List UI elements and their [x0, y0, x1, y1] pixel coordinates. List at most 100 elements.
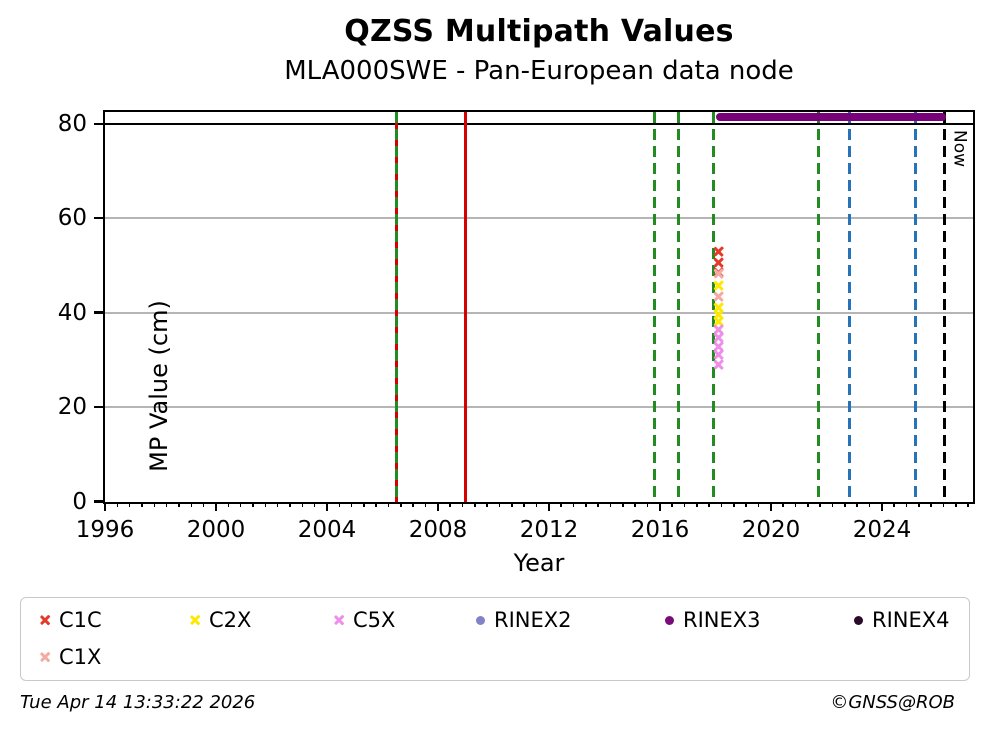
x-tick-label-1996: 1996 — [75, 516, 135, 543]
dot-marker-icon — [665, 615, 674, 625]
x-minor-tick — [153, 501, 156, 507]
legend-label: C5X — [353, 608, 396, 632]
x-marker-icon — [39, 652, 50, 663]
legend-item-C5X: C5X — [333, 607, 395, 633]
x-minor-tick — [585, 501, 587, 507]
data-point-C1X — [713, 268, 724, 279]
timestamp: Tue Apr 14 13:33:22 2026 — [20, 692, 256, 713]
x-minor-tick — [794, 501, 797, 507]
x-tick-2004 — [325, 501, 329, 511]
x-minor-tick — [634, 501, 637, 507]
x-tick-2020 — [769, 501, 773, 511]
legend-item-RINEX3: RINEX3 — [665, 607, 761, 633]
legend-item-RINEX4: RINEX4 — [854, 607, 950, 633]
legend: C1C C2X C5X RINEX2 RINEX3 RINEX4 C1X — [20, 597, 970, 681]
y-tick-label-80: 80 — [57, 110, 87, 137]
dot-marker-icon — [854, 615, 863, 625]
x-tick-2000 — [214, 501, 218, 511]
x-tick-1996 — [103, 501, 107, 511]
x-tick-2016 — [658, 501, 662, 511]
x-minor-tick — [918, 501, 920, 507]
legend-item-C2X: C2X — [189, 607, 251, 633]
x-minor-tick — [412, 501, 415, 507]
x-minor-tick — [461, 501, 464, 507]
legend-label: RINEX4 — [872, 608, 950, 632]
x-minor-tick — [609, 501, 612, 507]
legend-item-RINEX2: RINEX2 — [476, 607, 572, 633]
event-line-2016.66-228B22 — [676, 111, 680, 502]
x-minor-tick — [498, 501, 501, 507]
x-minor-tick — [276, 501, 279, 507]
legend-label: RINEX3 — [683, 608, 761, 632]
event-line-2021.7-228B22 — [816, 111, 820, 502]
x-minor-tick — [289, 501, 291, 507]
x-minor-tick — [350, 501, 353, 507]
chart-title: QZSS Multipath Values — [344, 14, 734, 49]
x-minor-tick — [116, 501, 119, 507]
data-point-C1C — [713, 246, 724, 257]
dot-marker-icon — [476, 615, 485, 625]
x-minor-tick — [239, 501, 242, 507]
event-line-2006.51-228B22 — [395, 111, 399, 502]
x-marker-icon — [39, 615, 50, 626]
x-minor-tick — [893, 501, 896, 507]
x-minor-tick — [720, 501, 723, 507]
x-minor-tick — [696, 501, 698, 507]
x-minor-tick — [178, 501, 180, 507]
x-minor-tick — [301, 501, 304, 507]
legend-label: C2X — [209, 608, 252, 632]
x-tick-label-2004: 2004 — [297, 516, 357, 543]
x-minor-tick — [844, 501, 846, 507]
x-minor-tick — [375, 501, 378, 507]
data-point-C2X — [713, 280, 724, 291]
x-minor-tick — [967, 501, 970, 507]
x-tick-2008 — [436, 501, 440, 511]
event-line-2025.2-2673b8 — [913, 111, 917, 502]
y-tick-label-40: 40 — [57, 299, 87, 326]
y-tick-0 — [93, 500, 103, 503]
gridline-y-40 — [105, 311, 973, 314]
plot-area: Now 1996 2000 2004 2008 2012 2016 2020 2024 0 20 40… — [58, 109, 975, 543]
x-minor-tick — [264, 501, 267, 507]
y-tick-label-20: 20 — [57, 394, 87, 421]
x-minor-tick — [856, 501, 859, 507]
x-minor-tick — [782, 501, 785, 507]
x-minor-tick — [128, 501, 131, 507]
x-axis-label: Year — [513, 549, 565, 577]
x-minor-tick — [400, 501, 402, 507]
x-minor-tick — [202, 501, 205, 507]
event-line-2026.25-000000 — [942, 111, 946, 502]
x-tick-label-2016: 2016 — [630, 516, 690, 543]
x-minor-tick — [190, 501, 193, 507]
x-minor-tick — [486, 501, 489, 507]
x-minor-tick — [474, 501, 476, 507]
event-line-2022.83-2673b8 — [847, 111, 852, 502]
x-tick-2012 — [547, 501, 551, 511]
plot-chart-layer: Now 1996 2000 2004 2008 2012 2016 2020 2024 0 20 40… — [58, 111, 973, 543]
x-minor-tick — [424, 501, 427, 507]
x-minor-tick — [597, 501, 600, 507]
x-minor-tick — [449, 501, 452, 507]
gridline-y-20 — [105, 406, 973, 409]
x-minor-tick — [523, 501, 526, 507]
x-minor-tick — [165, 501, 168, 507]
x-minor-tick — [930, 501, 933, 507]
x-minor-tick — [363, 501, 365, 507]
y-tick-40 — [93, 311, 103, 314]
threshold-line-80 — [105, 122, 973, 126]
y-tick-20 — [93, 405, 103, 409]
x-minor-tick — [942, 501, 945, 507]
x-minor-tick — [868, 501, 871, 507]
x-minor-tick — [622, 501, 624, 507]
y-tick-label-60: 60 — [57, 205, 87, 232]
y-tick-label-0: 0 — [72, 488, 87, 515]
x-minor-tick — [708, 501, 711, 507]
x-minor-tick — [646, 501, 649, 507]
y-tick-60 — [93, 216, 103, 220]
x-tick-label-2008: 2008 — [408, 516, 468, 543]
x-minor-tick — [745, 501, 748, 507]
x-minor-tick — [683, 501, 686, 507]
credit: ©GNSS@ROB — [830, 692, 955, 713]
x-minor-tick — [831, 501, 834, 507]
